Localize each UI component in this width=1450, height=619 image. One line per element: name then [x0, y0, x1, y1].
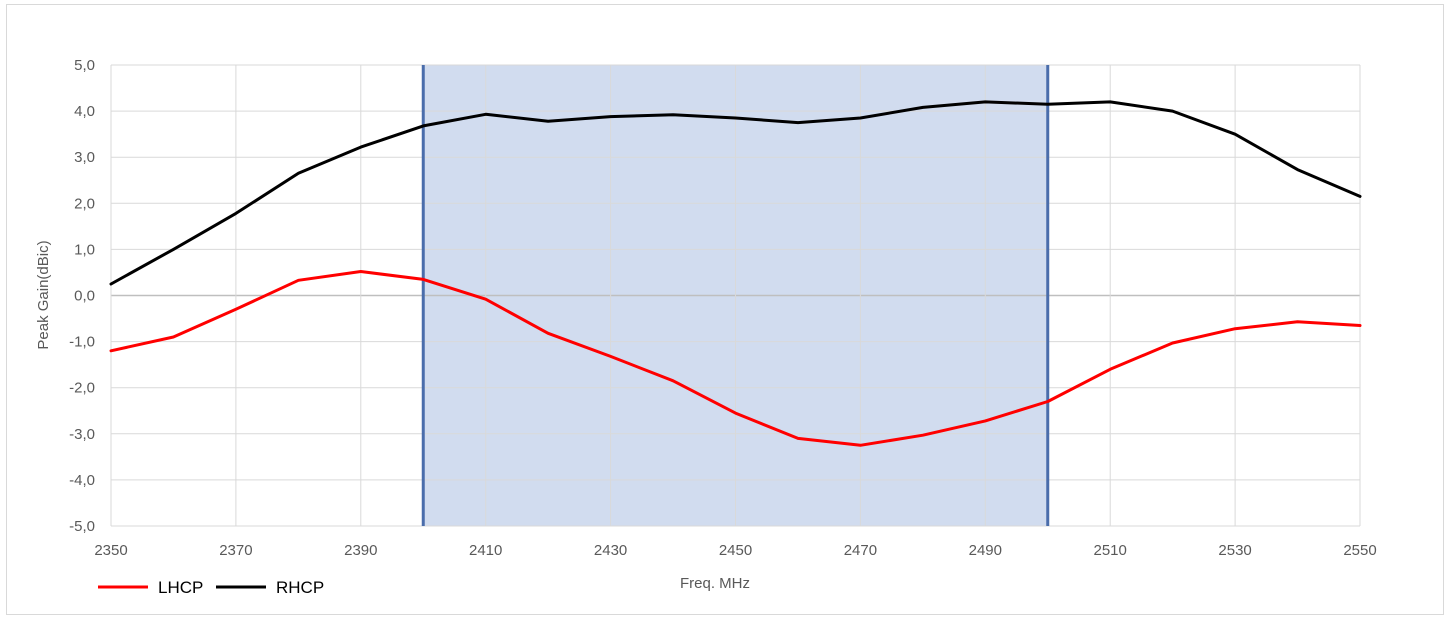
series-line-rhcp: [109, 100, 1362, 286]
legend: LHCP RHCP: [98, 578, 324, 597]
x-tick-label: 2470: [844, 542, 877, 559]
y-tick-label: -1,0: [69, 334, 95, 351]
y-tick-label: 3,0: [74, 149, 95, 166]
series-layer: [109, 100, 1362, 447]
x-tick-label: 2530: [1218, 542, 1251, 559]
series-line-lhcp: [109, 270, 1362, 447]
y-tick-label: -4,0: [69, 472, 95, 489]
x-tick-label: 2450: [719, 542, 752, 559]
x-tick-label: 2550: [1343, 542, 1376, 559]
tick-label-layer: 5,0 4,0 3,0 2,0 1,0 0,0 -1,0 -2,0 -3,0 -4,0 -5,0 23…: [69, 57, 1377, 559]
x-tick-label: 2430: [594, 542, 627, 559]
x-tick-label: 2510: [1094, 542, 1127, 559]
y-tick-label: 2,0: [74, 195, 95, 212]
y-tick-label: 1,0: [74, 241, 95, 258]
x-tick-label: 2490: [969, 542, 1002, 559]
x-tick-label: 2410: [469, 542, 502, 559]
x-tick-label: 2350: [94, 542, 127, 559]
y-axis-title: Peak Gain(dBic): [35, 240, 52, 349]
y-tick-label: 4,0: [74, 103, 95, 120]
legend-label-rhcp: RHCP: [276, 578, 324, 597]
y-tick-label: -2,0: [69, 380, 95, 397]
y-tick-label: -5,0: [69, 518, 95, 535]
legend-label-lhcp: LHCP: [158, 578, 203, 597]
x-tick-label: 2370: [219, 542, 252, 559]
grid-layer: [110, 64, 1361, 527]
x-axis-title: Freq. MHz: [680, 575, 750, 592]
y-tick-label: 5,0: [74, 57, 95, 74]
x-tick-label: 2390: [344, 542, 377, 559]
y-tick-label: 0,0: [74, 288, 95, 305]
y-tick-label: -3,0: [69, 426, 95, 443]
band-edge-layer: [421, 65, 1050, 526]
